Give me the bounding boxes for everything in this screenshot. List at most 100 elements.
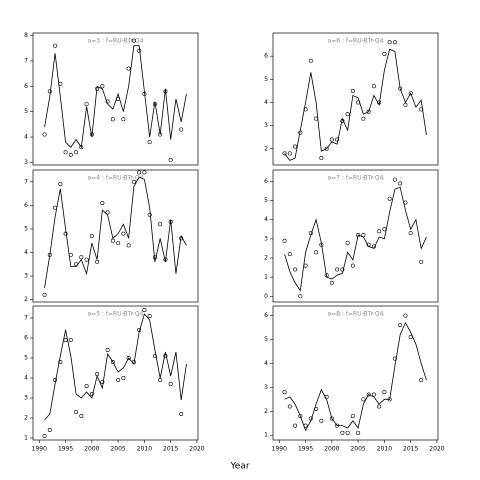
observed-point — [392, 40, 397, 45]
observed-point — [314, 116, 319, 121]
observed-point — [282, 238, 287, 243]
observed-point — [42, 433, 47, 438]
observed-point — [303, 263, 308, 268]
y-tick-label: 7 — [24, 178, 28, 185]
observed-point — [329, 280, 334, 285]
observed-point — [42, 132, 47, 137]
observed-point — [282, 390, 287, 395]
observed-point — [147, 212, 152, 217]
observed-point — [350, 414, 355, 419]
fit-line — [44, 45, 187, 149]
observed-point — [58, 182, 63, 187]
fit-line — [44, 313, 187, 421]
y-tick-label: 5 — [24, 108, 28, 115]
observed-point — [137, 170, 142, 175]
plot-frame — [272, 305, 439, 441]
observed-point — [419, 378, 424, 383]
observed-point — [382, 227, 387, 232]
observed-point — [319, 418, 324, 423]
observed-point — [392, 356, 397, 361]
y-tick-label: 4 — [264, 360, 268, 367]
observed-point — [392, 177, 397, 182]
observed-point — [116, 241, 121, 246]
observed-point — [168, 157, 173, 162]
x-tick-label: 2005 — [110, 446, 125, 453]
observed-point — [110, 238, 115, 243]
observed-point — [308, 58, 313, 63]
observed-point — [387, 196, 392, 201]
observed-point — [47, 427, 52, 432]
observed-point — [110, 117, 115, 122]
observed-point — [293, 144, 298, 149]
observed-point — [137, 48, 142, 53]
observed-point — [131, 38, 136, 43]
y-tick-label: 2 — [24, 415, 28, 422]
observed-point — [147, 140, 152, 145]
y-tick-label: 6 — [264, 178, 268, 185]
y-tick-label: 0 — [264, 293, 268, 300]
panel-title: a=8 : f=RU-BTr-Q4 — [328, 311, 384, 318]
observed-point — [53, 377, 58, 382]
x-axis-label: Year — [229, 462, 249, 472]
observed-point — [68, 337, 73, 342]
y-tick-label: 5 — [264, 197, 268, 204]
observed-point — [126, 243, 131, 248]
observed-point — [100, 201, 105, 206]
x-tick-label: 2010 — [137, 446, 152, 453]
observed-point — [84, 383, 89, 388]
observed-point — [329, 137, 334, 142]
y-tick-label: 6 — [264, 312, 268, 319]
y-tick-label: 7 — [24, 315, 28, 322]
observed-point — [298, 294, 303, 299]
observed-point — [105, 210, 110, 215]
plot-frame — [272, 32, 439, 166]
observed-point — [287, 151, 292, 156]
observed-point — [79, 413, 84, 418]
observed-point — [335, 267, 340, 272]
y-tick-label: 1 — [264, 274, 268, 281]
y-tick-label: 1 — [264, 432, 268, 439]
observed-point — [142, 307, 147, 312]
x-tick-label: 2020 — [189, 446, 204, 453]
observed-point — [408, 231, 413, 236]
observed-point — [110, 359, 115, 364]
observed-point — [350, 88, 355, 93]
observed-point — [63, 231, 68, 236]
x-tick-label: 1995 — [58, 446, 73, 453]
observed-point — [298, 414, 303, 419]
observed-point — [371, 392, 376, 397]
observed-point — [340, 267, 345, 272]
y-tick-label: 6 — [24, 335, 28, 342]
y-tick-label: 3 — [264, 235, 268, 242]
observed-point — [131, 179, 136, 184]
observed-point — [74, 150, 79, 155]
y-tick-label: 6 — [24, 83, 28, 90]
y-tick-label: 3 — [264, 122, 268, 129]
x-tick-label: 2015 — [163, 446, 178, 453]
x-tick-label: 2005 — [350, 446, 365, 453]
observed-point — [121, 231, 126, 236]
y-tick-label: 4 — [24, 134, 28, 141]
x-tick-label: 2015 — [403, 446, 418, 453]
observed-point — [377, 404, 382, 409]
observed-point — [53, 43, 58, 48]
observed-point — [329, 416, 334, 421]
observed-point — [340, 430, 345, 435]
observed-point — [47, 89, 52, 94]
y-tick-label: 2 — [264, 145, 268, 152]
observed-point — [116, 377, 121, 382]
observed-point — [366, 109, 371, 114]
observed-point — [121, 117, 126, 122]
observed-point — [105, 347, 110, 352]
panel-title: a=5 : f=RU-BTr-Q4 — [88, 311, 144, 318]
y-tick-label: 3 — [264, 384, 268, 391]
observed-point — [366, 392, 371, 397]
x-tick-label: 1995 — [298, 446, 313, 453]
observed-point — [282, 151, 287, 156]
observed-point — [179, 127, 184, 132]
observed-point — [179, 411, 184, 416]
y-tick-label: 4 — [264, 99, 268, 106]
observed-point — [319, 156, 324, 161]
y-tick-label: 5 — [24, 225, 28, 232]
